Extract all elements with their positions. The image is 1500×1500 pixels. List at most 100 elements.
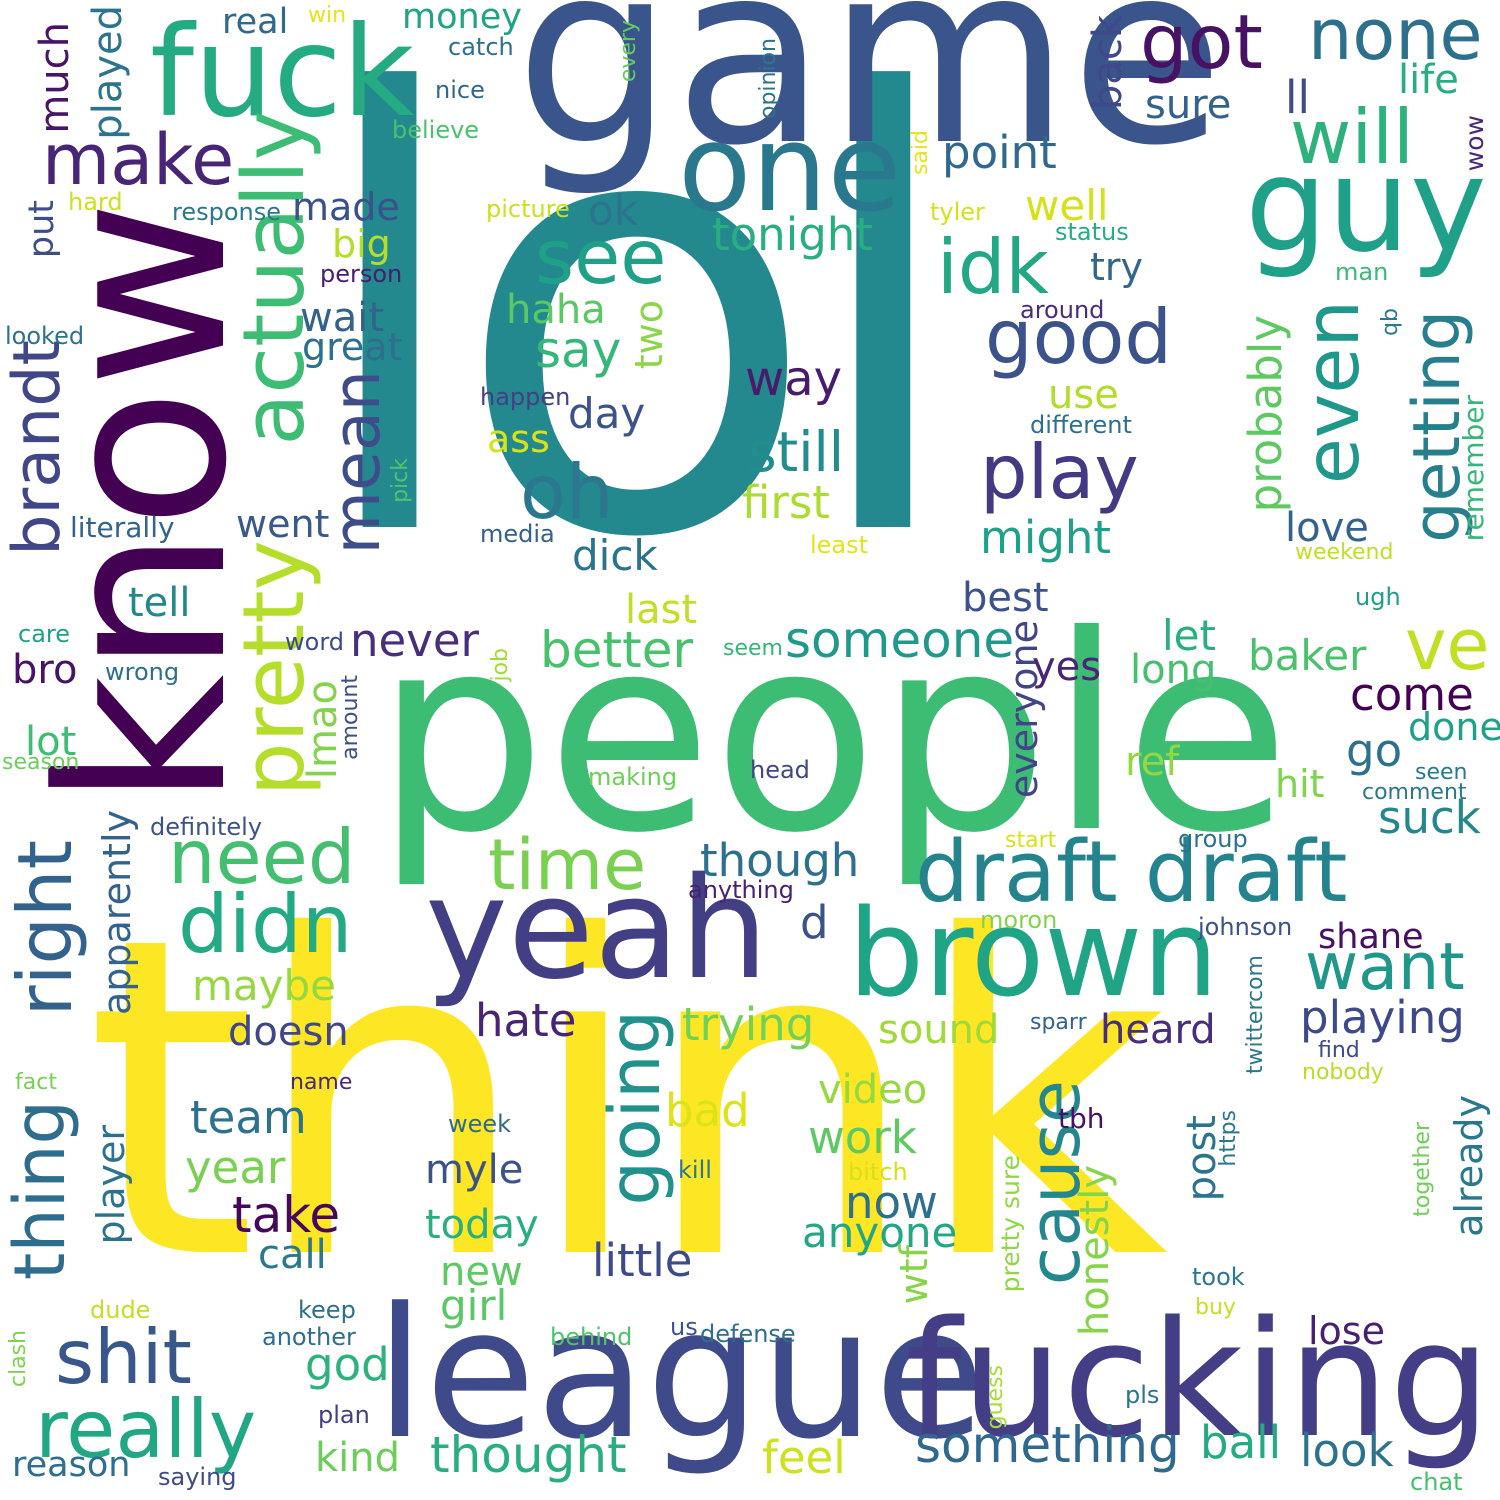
word: already (1447, 1095, 1491, 1237)
word: better (540, 621, 694, 679)
word: plan (318, 1401, 370, 1429)
word: dude (90, 1296, 151, 1324)
word: wtf (892, 1245, 936, 1305)
word: win (308, 3, 347, 28)
word: going (594, 1010, 676, 1206)
word: ugh (1355, 583, 1401, 611)
word: defense (700, 1320, 796, 1348)
word: trying (682, 998, 815, 1051)
word: best (962, 575, 1049, 621)
word: shane (1318, 917, 1424, 957)
word: us (670, 1313, 698, 1341)
word: amount (338, 675, 363, 760)
word: still (748, 420, 845, 484)
word: brandt (0, 340, 75, 556)
word: apparently (95, 810, 139, 1016)
word: twittercom (1243, 955, 1268, 1075)
word: sure (1145, 82, 1232, 128)
word: bitch (848, 1158, 908, 1186)
word: use (1048, 372, 1119, 418)
word: wow (1460, 115, 1489, 172)
word: right (1, 840, 89, 1017)
word: bro (12, 647, 78, 693)
word: little (592, 1234, 693, 1287)
word: point (942, 126, 1057, 179)
word: go (1346, 724, 1403, 777)
word: league (375, 1270, 986, 1479)
word: game (515, 0, 1225, 200)
word: yes (1032, 644, 1102, 690)
word: think (85, 844, 1168, 1356)
word: pick (388, 458, 413, 503)
word: new (440, 1249, 523, 1295)
word: myle (425, 1147, 524, 1193)
word: d (800, 896, 829, 949)
word: nobody (1302, 1060, 1384, 1085)
word: first (742, 476, 830, 529)
word: tyler (930, 198, 985, 226)
word: well (1025, 181, 1109, 230)
word: every (616, 20, 641, 83)
word: mean (320, 370, 395, 555)
word: even (1288, 300, 1376, 485)
word: though (700, 834, 860, 887)
word: literally (70, 511, 175, 544)
word: comment (1362, 780, 1467, 805)
word: lose (1308, 1309, 1385, 1353)
word: seen (1415, 760, 1468, 785)
word: around (1020, 296, 1105, 324)
word: picture (486, 195, 570, 223)
word: hit (1275, 762, 1325, 806)
word: let (1162, 611, 1216, 660)
word: call (258, 1232, 327, 1278)
word: start (1005, 828, 1057, 853)
word: went (236, 502, 330, 546)
word: something (915, 1416, 1180, 1474)
word: another (262, 1323, 356, 1351)
word: moron (980, 906, 1058, 934)
word: look (1300, 1424, 1394, 1477)
word: find (1318, 1038, 1360, 1063)
word: haha (506, 287, 606, 333)
word: tell (128, 580, 191, 626)
word: today (425, 1202, 539, 1248)
word: probably (1239, 315, 1292, 513)
word: together (1410, 1122, 1435, 1217)
word: making (588, 763, 678, 791)
word: anyone (802, 1208, 958, 1257)
word: someone (785, 611, 1015, 669)
word: tbh (1058, 1102, 1105, 1135)
word: say (535, 321, 622, 379)
word: make (42, 119, 235, 201)
word: sound (878, 1007, 1000, 1053)
word: good (985, 293, 1172, 381)
word: tonight (712, 208, 873, 261)
word: ok (588, 186, 639, 235)
word: player (89, 1125, 133, 1245)
word: shit (55, 1313, 192, 1401)
word: word (285, 628, 344, 656)
word: got (1140, 0, 1263, 86)
word: work (808, 1111, 917, 1164)
word: playing (1300, 991, 1465, 1044)
word: status (1055, 218, 1129, 246)
word: money (402, 0, 522, 37)
word: group (1178, 825, 1248, 853)
word: different (1030, 411, 1132, 439)
word: ll (1285, 71, 1311, 124)
word: keep (298, 1296, 356, 1324)
word: chat (1410, 1468, 1463, 1496)
word: fact (15, 1070, 57, 1095)
word: great (302, 325, 403, 369)
word: brown (848, 885, 1219, 1024)
word: yeah (425, 848, 769, 1011)
word: sparr (1030, 1010, 1087, 1035)
word: season (2, 750, 80, 775)
word: said (908, 130, 933, 176)
word: come (1350, 668, 1474, 721)
word: never (350, 614, 480, 667)
word: day (568, 389, 646, 438)
word: ve (1405, 604, 1490, 686)
word: pls (1125, 1381, 1160, 1409)
